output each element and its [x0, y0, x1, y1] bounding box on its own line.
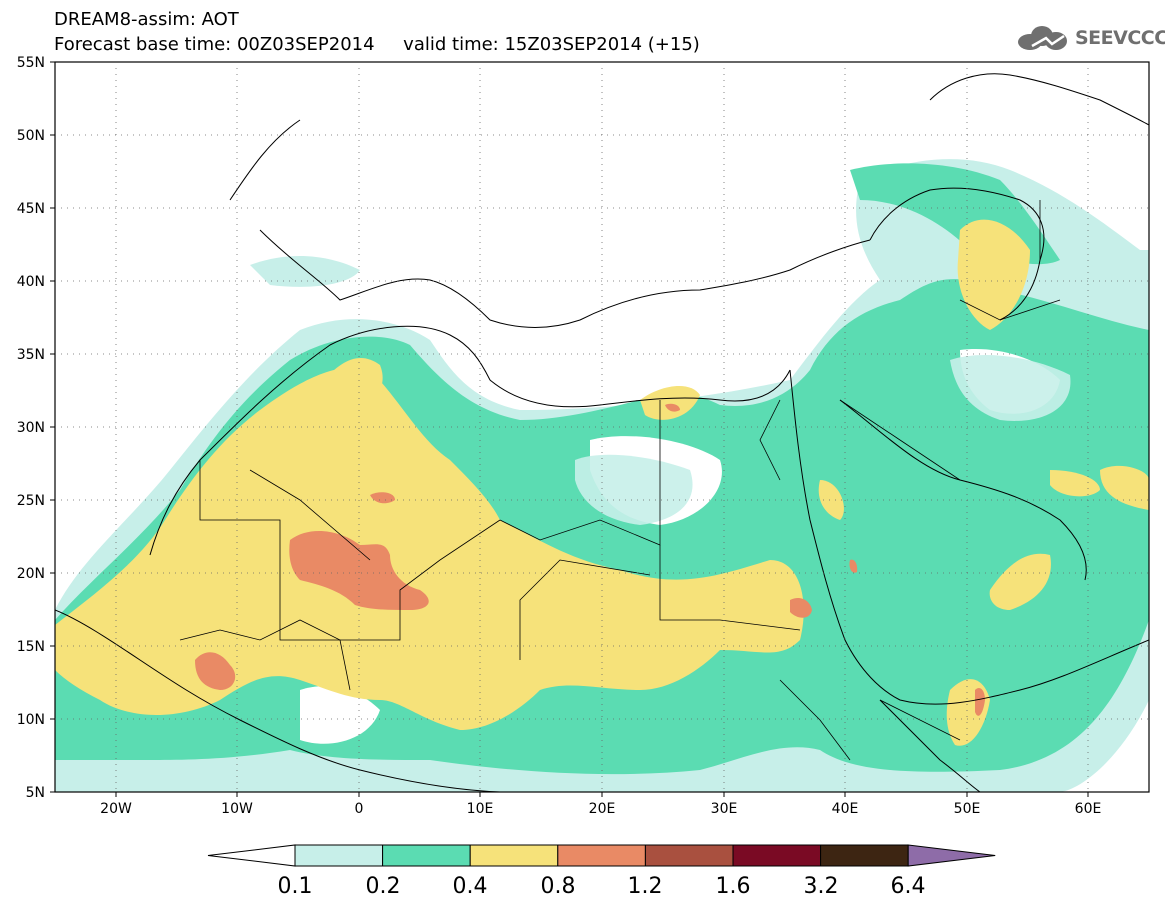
- lon-label: 10E: [467, 801, 494, 817]
- lon-label: 0: [355, 801, 364, 817]
- grid-lines: [55, 62, 1149, 792]
- lon-label: 60E: [1075, 801, 1102, 817]
- coastlines: [55, 73, 1149, 792]
- aot-fields: [55, 159, 1149, 792]
- title-line-1: DREAM8-assim: AOT: [54, 9, 239, 30]
- logo-text: SEEVCCC: [1075, 27, 1165, 49]
- colorbar-arrow-high: [907, 844, 996, 867]
- colorbar-segment: [557, 844, 646, 867]
- lat-label: 40N: [17, 274, 45, 290]
- lat-label: 20N: [17, 566, 45, 582]
- colorbar-label: 1.2: [628, 874, 663, 899]
- lon-label: 20E: [589, 801, 616, 817]
- latitude-labels: 55N 50N 45N 40N 35N 30N 25N 20N 15N 10N …: [17, 55, 45, 801]
- colorbar-arrow-low: [207, 844, 296, 867]
- aot-band-0.1-patches: [575, 355, 1071, 525]
- lat-label: 50N: [17, 128, 45, 144]
- colorbar-label: 1.6: [716, 874, 751, 899]
- lat-label: 35N: [17, 347, 45, 363]
- colorbar-label: 0.2: [366, 874, 401, 899]
- seevccc-logo: [1018, 26, 1067, 50]
- colorbar-segment: [732, 844, 822, 867]
- colorbar-label: 6.4: [891, 874, 926, 899]
- lat-label: 10N: [17, 712, 45, 728]
- colorbar-segment: [294, 844, 384, 867]
- colorbar-label: 0.8: [541, 874, 576, 899]
- colorbar-segment: [382, 844, 471, 867]
- colorbar-labels: 0.1 0.2 0.4 0.8 1.2 1.6 3.2 6.4: [278, 874, 926, 899]
- colorbar-segments: [207, 844, 996, 867]
- lat-label: 55N: [17, 55, 45, 71]
- lon-label: 40E: [832, 801, 859, 817]
- lon-label: 20W: [100, 801, 132, 817]
- aot-band-0.4: [55, 219, 1149, 746]
- lon-label: 30E: [711, 801, 738, 817]
- lat-label: 25N: [17, 493, 45, 509]
- lat-label: 15N: [17, 639, 45, 655]
- colorbar-label: 0.4: [453, 874, 488, 899]
- colorbar-segment: [469, 844, 559, 867]
- colorbar-label: 0.1: [278, 874, 313, 899]
- lon-label: 50E: [954, 801, 981, 817]
- colorbar-segment: [820, 844, 909, 867]
- colorbar-label: 3.2: [804, 874, 839, 899]
- aot-band-0.8: [195, 403, 985, 716]
- colorbar-segment: [644, 844, 734, 867]
- country-borders: [179, 200, 1061, 761]
- tick-marks: [50, 61, 1089, 797]
- lat-label: 30N: [17, 420, 45, 436]
- title-line-2: Forecast base time: 00Z03SEP2014 valid t…: [54, 34, 700, 55]
- cloud-icon: [1018, 26, 1067, 50]
- longitude-labels: 20W 10W 0 10E 20E 30E 40E 50E 60E: [100, 801, 1101, 817]
- lon-label: 10W: [221, 801, 253, 817]
- lat-label: 45N: [17, 201, 45, 217]
- lat-label: 5N: [26, 785, 45, 801]
